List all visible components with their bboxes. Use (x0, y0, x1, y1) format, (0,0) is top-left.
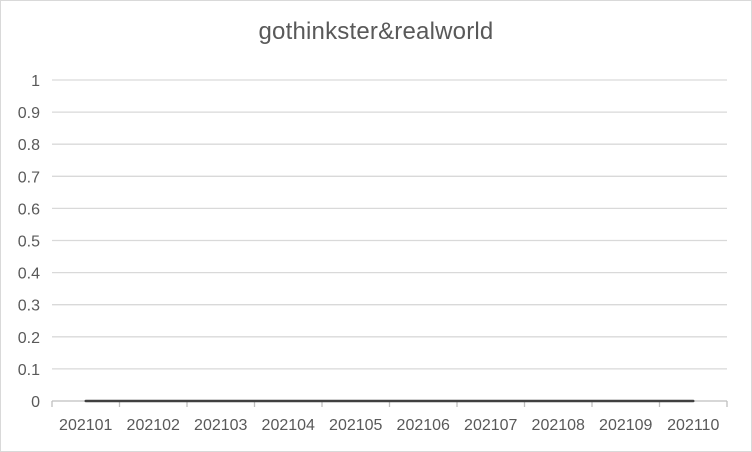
x-tick-label-2: 202103 (194, 417, 247, 434)
x-tick-label-1: 202102 (127, 417, 180, 434)
x-tick-label-6: 202107 (464, 417, 517, 434)
x-tick-label-8: 202109 (599, 417, 652, 434)
y-tick-label-10: 1 (31, 73, 40, 90)
y-tick-label-3: 0.3 (18, 298, 40, 315)
y-tick-label-2: 0.2 (18, 330, 40, 347)
y-tick-label-4: 0.4 (18, 266, 40, 283)
y-tick-label-5: 0.5 (18, 234, 40, 251)
x-tick-label-3: 202104 (262, 417, 315, 434)
y-tick-label-9: 0.9 (18, 105, 40, 122)
y-tick-label-1: 0.1 (18, 362, 40, 379)
y-tick-label-0: 0 (31, 394, 40, 411)
chart-title: gothinkster&realworld (258, 18, 494, 45)
x-tick-label-4: 202105 (329, 417, 382, 434)
y-tick-label-8: 0.8 (18, 137, 40, 154)
x-tick-label-0: 202101 (59, 417, 112, 434)
y-tick-label-6: 0.6 (18, 201, 40, 218)
x-tick-label-9: 202110 (667, 417, 719, 434)
x-tick-label-7: 202108 (532, 417, 585, 434)
y-tick-label-7: 0.7 (18, 169, 40, 186)
x-tick-label-5: 202106 (397, 417, 450, 434)
